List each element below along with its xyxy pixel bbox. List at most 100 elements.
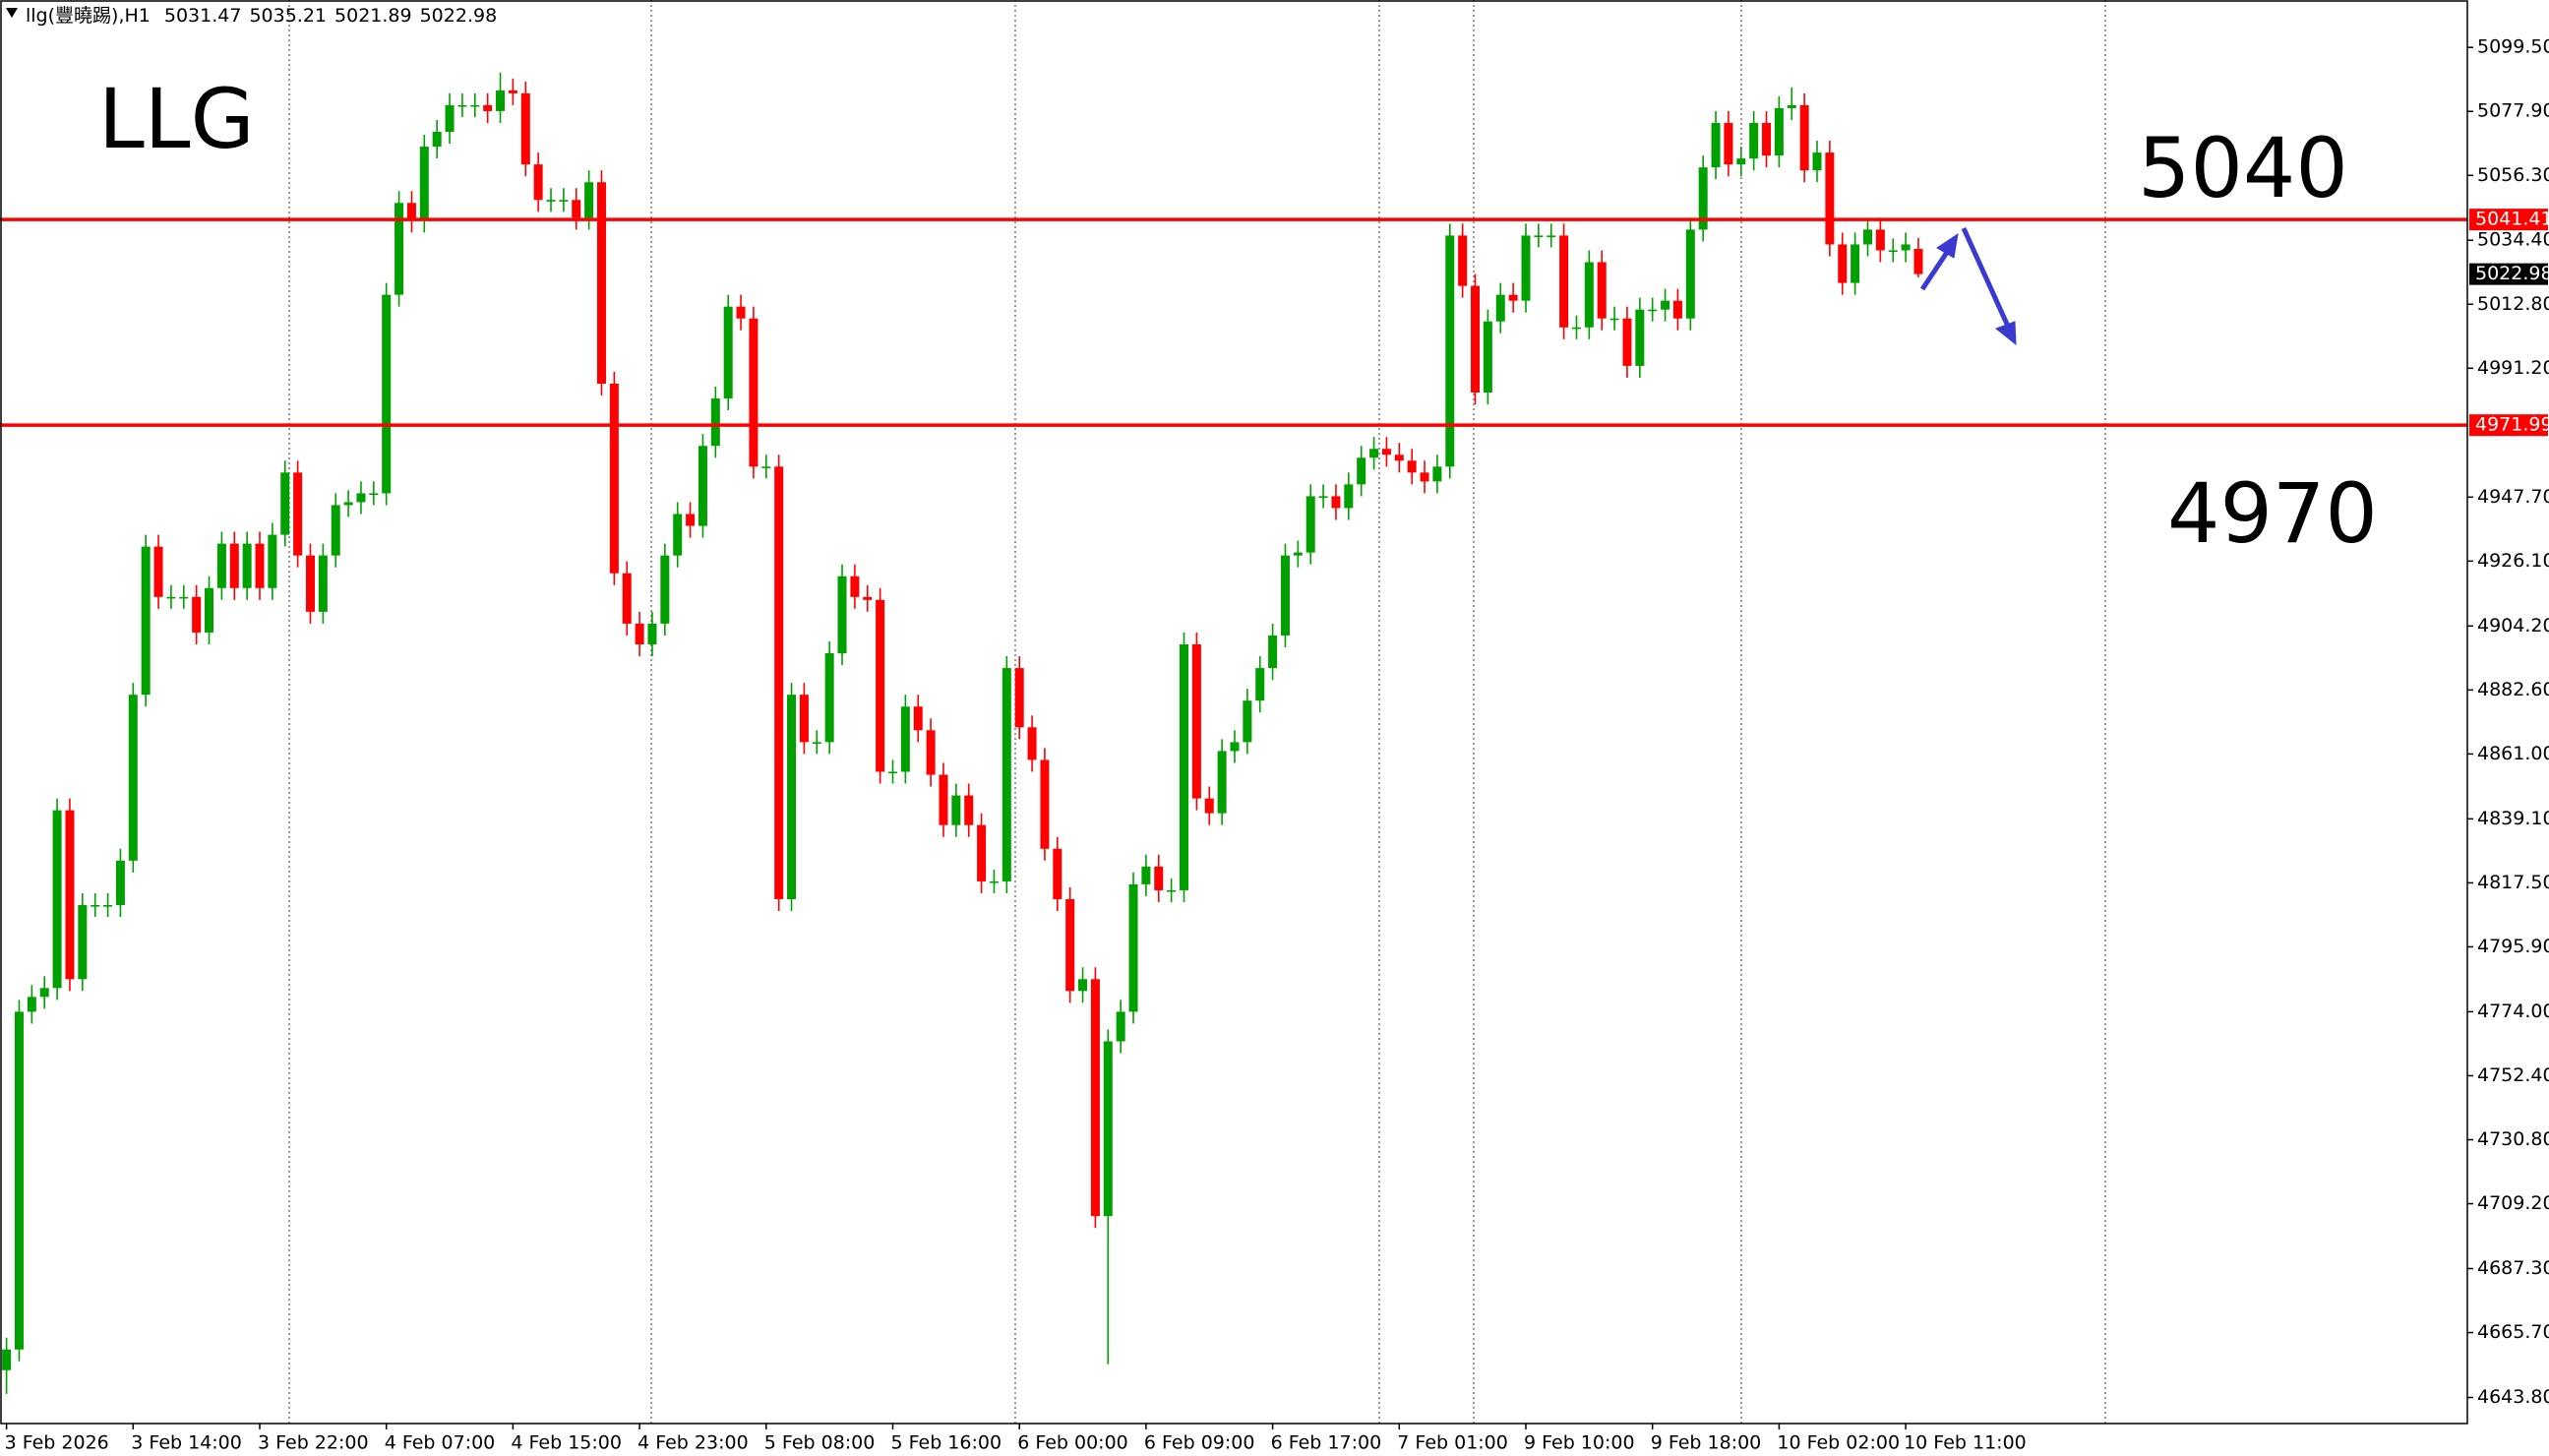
candle-body (609, 383, 619, 574)
candle-body (1180, 643, 1189, 890)
y-tick-label: 4882.60 (2477, 679, 2549, 700)
candle-body (1547, 235, 1556, 238)
candle-body (572, 200, 581, 218)
candle-body (546, 200, 556, 202)
candle-body (1255, 668, 1265, 701)
candle-body (1381, 449, 1391, 455)
x-tick-label: 7 Feb 01:00 (1397, 1432, 1508, 1454)
level-label: 5041.41 (2475, 209, 2549, 230)
candle-body (964, 795, 974, 825)
x-tick-label: 10 Feb 02:00 (1777, 1432, 1900, 1454)
candle-body (356, 493, 366, 503)
candle-body (1648, 309, 1658, 312)
candle-body (812, 742, 821, 744)
candle-body (926, 730, 936, 775)
plot-frame (0, 0, 2468, 1425)
y-tick-label: 4904.20 (2477, 615, 2549, 637)
candle-body (255, 543, 265, 588)
last-high: 5035.21 (249, 5, 327, 27)
candle-body (52, 810, 62, 989)
candle-body (1040, 759, 1050, 849)
candle-body (710, 398, 720, 447)
candle-body (192, 596, 202, 633)
candle-body (635, 623, 644, 644)
candle-body (1407, 460, 1417, 473)
candle-body (660, 555, 670, 624)
candle-body (1116, 1011, 1125, 1042)
candle-body (1559, 235, 1569, 328)
candle-body (343, 502, 353, 506)
y-tick-label: 4752.40 (2477, 1064, 2549, 1086)
candle-body (406, 203, 416, 221)
x-tick-label: 3 Feb 22:00 (258, 1432, 369, 1454)
x-tick-label: 4 Feb 15:00 (511, 1432, 622, 1454)
y-tick-label: 4861.00 (2477, 743, 2549, 764)
candle-body (1458, 235, 1468, 286)
last-open: 5031.47 (164, 5, 242, 27)
candle-body (774, 466, 784, 899)
y-tick-label: 4709.20 (2477, 1192, 2549, 1214)
arrow-head (1994, 321, 2017, 346)
candle-body (1344, 484, 1354, 509)
candle-body (1103, 1041, 1113, 1217)
candle-body (1432, 466, 1442, 482)
candle-body (1901, 244, 1911, 251)
trend-arrows (1919, 226, 2017, 346)
candle-body (1635, 309, 1645, 366)
day-separators (288, 0, 2106, 1424)
candle-body (1774, 107, 1784, 156)
candle-body (445, 104, 455, 133)
candle-body (27, 997, 36, 1012)
x-tick-label: 5 Feb 08:00 (764, 1432, 876, 1454)
last-close: 5022.98 (420, 5, 498, 27)
candle-body (1357, 457, 1366, 485)
candle-body (1128, 883, 1138, 1012)
candle-body (1318, 496, 1328, 499)
candle-body (1508, 294, 1518, 301)
candle-body (888, 771, 897, 774)
candle-body (673, 514, 683, 556)
y-tick-label: 4687.30 (2477, 1257, 2549, 1279)
y-tick-label: 5077.90 (2477, 100, 2549, 122)
symbol: llg(豐曉踢),H1 (26, 5, 151, 27)
candle-body (153, 546, 163, 597)
menu-triangle[interactable] (6, 8, 18, 18)
candle-body (1268, 635, 1278, 669)
candle-body (1736, 158, 1746, 165)
candle-body (293, 472, 303, 556)
candle-body (1014, 668, 1024, 728)
candle-body (470, 104, 480, 107)
candle-body (1862, 229, 1872, 245)
x-tick-label: 3 Feb 2026 (5, 1432, 109, 1454)
x-tick-label: 6 Feb 09:00 (1144, 1432, 1255, 1454)
candle-body (1762, 122, 1772, 156)
candle-body (1230, 742, 1240, 752)
annotation: LLG (98, 71, 255, 167)
annotation: 4970 (2167, 465, 2378, 562)
candle-body (723, 306, 733, 399)
y-tick-label: 4643.80 (2477, 1386, 2549, 1408)
annotation: 5040 (2138, 120, 2348, 216)
candle-body (1293, 552, 1303, 556)
candle-body (2, 1349, 12, 1370)
candle-body (39, 988, 49, 998)
candle-body (761, 466, 771, 468)
candle-body (1913, 249, 1923, 274)
candle-body (1749, 122, 1759, 159)
header: llg(豐曉踢),H1 5031.47 5035.21 5021.89 5022.98 (26, 5, 497, 27)
candle-body (318, 555, 328, 612)
last-low: 5021.89 (334, 5, 412, 27)
candle-body (1305, 496, 1315, 553)
y-tick-label: 4665.70 (2477, 1321, 2549, 1343)
candle-body (1331, 496, 1341, 509)
candle-body (1888, 250, 1898, 253)
candle-body (1711, 122, 1721, 168)
candle-body (432, 132, 442, 148)
candle-body (1280, 555, 1290, 636)
x-tick-label: 6 Feb 00:00 (1017, 1432, 1128, 1454)
candle-body (824, 653, 834, 743)
candle-body (1875, 229, 1885, 251)
candle-body (1204, 798, 1214, 814)
candle-body (533, 164, 543, 201)
